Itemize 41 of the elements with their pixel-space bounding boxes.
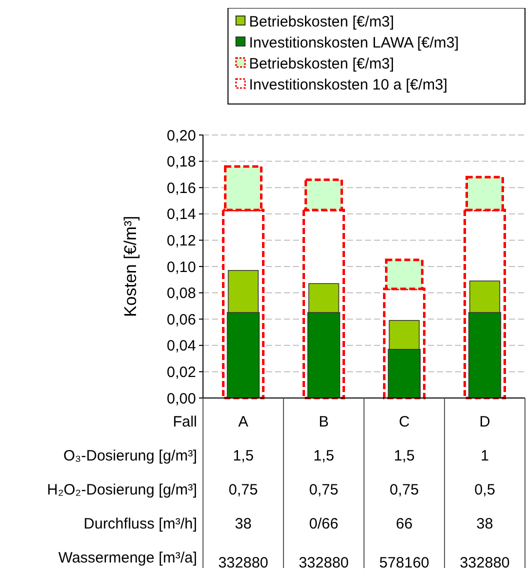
text: 0,75 <box>309 481 338 498</box>
y-tick-label: 0,04 <box>166 338 196 355</box>
x-tick-label: D <box>479 413 490 430</box>
x-tick-label: C <box>398 413 410 430</box>
text: 0,75 <box>390 481 419 498</box>
y-tick-label: 0,00 <box>166 390 196 408</box>
y-tick-label: 0,08 <box>166 285 196 302</box>
y-tick-label: 0,16 <box>166 180 196 197</box>
y-tick-label: 0,06 <box>166 311 196 328</box>
y-tick-label: 0,02 <box>166 364 196 381</box>
text: Durchfluss [m³/h] <box>84 515 197 532</box>
y-tick-label: 0,14 <box>166 206 196 224</box>
x-tick-label: A <box>238 413 248 430</box>
text: 66 <box>396 515 413 532</box>
y-tick-label: 0,12 <box>166 232 196 250</box>
text: 0/66 <box>309 515 338 532</box>
text: 38 <box>476 515 494 532</box>
text: 1,5 <box>313 447 334 464</box>
text: Wassermenge [m³/a] <box>58 549 197 566</box>
legend-label: Investitionskosten LAWA [€/m3] <box>249 34 459 52</box>
text: 1,5 <box>232 447 254 464</box>
legend-label: Investitionskosten 10 a [€/m3] <box>249 76 448 94</box>
x-tick-label: B <box>318 413 329 430</box>
y-axis-title: Kosten [€/m³] <box>121 216 140 318</box>
text: 578160 <box>379 554 430 570</box>
text: 1,5 <box>394 447 415 464</box>
text: 0,75 <box>228 481 258 498</box>
text: 332880 <box>460 554 510 570</box>
text: 332880 <box>298 554 349 570</box>
x-axis-title: Fall <box>172 413 197 430</box>
text: 332880 <box>218 554 268 570</box>
legend-label: Betriebskosten [€/m3] <box>249 13 394 30</box>
y-tick-label: 0,18 <box>166 154 196 171</box>
text: 38 <box>234 515 252 532</box>
y-tick-label: 0,10 <box>166 258 196 276</box>
text: H₂O₂-Dosierung [g/m³] <box>46 481 197 498</box>
legend-label: Betriebskosten [€/m3] <box>249 55 394 72</box>
text: 1 <box>480 447 489 464</box>
text: 0,5 <box>474 481 496 498</box>
y-tick-label: 0,20 <box>166 127 196 144</box>
text: O₃-Dosierung [g/m³] <box>63 447 197 464</box>
